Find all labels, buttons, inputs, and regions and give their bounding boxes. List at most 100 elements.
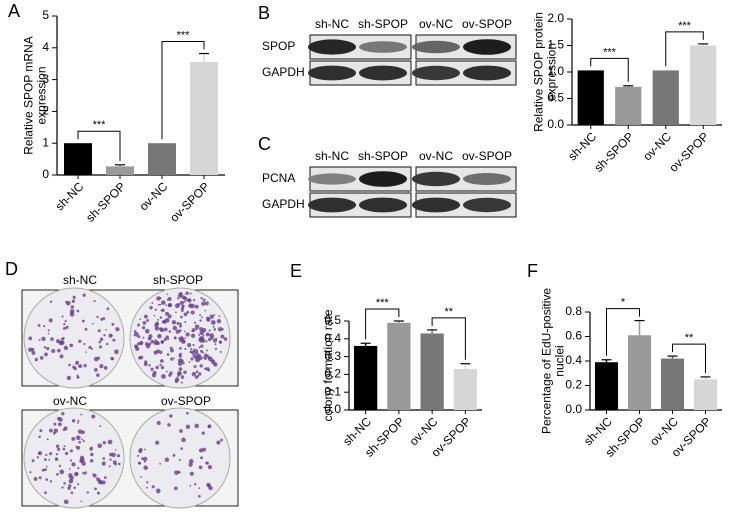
colony xyxy=(47,329,50,332)
blot-band xyxy=(412,197,460,213)
colony xyxy=(79,455,85,460)
y-axis-label: Relative SPOP protein xyxy=(532,12,546,132)
colony xyxy=(205,340,208,343)
colony xyxy=(157,318,159,321)
colony xyxy=(190,357,194,361)
colony xyxy=(184,320,187,323)
colony xyxy=(79,459,84,463)
colony xyxy=(175,329,180,334)
colony xyxy=(194,423,199,429)
colony xyxy=(191,350,196,355)
colony xyxy=(96,373,100,377)
colony xyxy=(101,461,106,466)
y-tick-label: 0.6 xyxy=(565,329,582,343)
colony xyxy=(188,459,194,464)
colony xyxy=(173,357,175,359)
colony xyxy=(143,460,146,463)
colony xyxy=(84,327,88,331)
y-axis-label: expression xyxy=(545,43,559,101)
colony xyxy=(97,329,101,333)
colony xyxy=(144,328,150,334)
colony xyxy=(183,312,188,317)
significance-bracket xyxy=(365,308,400,340)
colony xyxy=(159,316,163,319)
colony xyxy=(148,364,151,367)
colony xyxy=(212,338,218,343)
colony xyxy=(44,458,47,462)
colony xyxy=(163,337,167,342)
error-bar xyxy=(199,52,209,63)
y-tick-label: 0.5 xyxy=(324,313,341,327)
colony xyxy=(197,494,201,498)
colony xyxy=(194,304,199,309)
bar xyxy=(64,143,92,175)
colony xyxy=(81,438,84,441)
y-tick-label: 2.0 xyxy=(547,11,564,25)
colony xyxy=(139,318,142,321)
colony xyxy=(58,422,62,427)
colony xyxy=(177,470,181,474)
colony xyxy=(184,347,187,351)
colony xyxy=(159,327,165,333)
colony xyxy=(71,436,76,441)
colony xyxy=(202,351,205,354)
colony xyxy=(82,319,85,323)
colony xyxy=(204,301,209,306)
colony xyxy=(68,484,72,488)
colony xyxy=(144,448,146,451)
colony xyxy=(110,334,113,337)
colony xyxy=(99,337,104,341)
colony xyxy=(198,448,203,453)
lane-label: ov-NC xyxy=(419,17,453,31)
colony xyxy=(69,343,72,346)
colony xyxy=(58,464,62,468)
colony xyxy=(157,342,160,345)
colony xyxy=(201,447,207,452)
colony xyxy=(169,414,173,418)
colony xyxy=(174,379,179,383)
colony xyxy=(154,308,157,311)
y-axis-label: Percentage of EdU-positive xyxy=(540,288,554,434)
colony xyxy=(188,462,193,467)
colony xyxy=(165,370,168,373)
y-tick-label: 3 xyxy=(42,72,49,86)
colony xyxy=(213,362,218,367)
colony xyxy=(205,332,210,337)
significance-label: *** xyxy=(93,119,107,131)
colony xyxy=(38,339,41,342)
colony xyxy=(216,318,222,324)
colony xyxy=(69,459,73,462)
bar xyxy=(387,322,411,410)
colony xyxy=(156,326,159,329)
bar xyxy=(690,45,717,125)
colony xyxy=(181,337,185,342)
colony xyxy=(57,348,61,353)
colony xyxy=(36,456,40,459)
blot-band xyxy=(412,65,460,81)
significance-bracket xyxy=(672,343,706,373)
colony xyxy=(155,488,161,494)
colony xyxy=(153,314,156,317)
colony xyxy=(103,476,107,479)
blot-band xyxy=(412,40,460,54)
colony xyxy=(172,453,176,457)
colony xyxy=(167,303,172,308)
colony xyxy=(179,324,182,328)
colony xyxy=(142,456,148,462)
colony xyxy=(163,327,168,332)
lane-label: ov-NC xyxy=(419,149,453,163)
colony xyxy=(186,411,189,415)
error-bar xyxy=(623,85,634,87)
colony xyxy=(46,438,49,441)
colony xyxy=(75,360,80,365)
colony xyxy=(209,314,214,319)
colony xyxy=(85,351,87,353)
colony xyxy=(138,356,142,360)
colony xyxy=(144,314,148,319)
colony xyxy=(191,371,197,377)
significance-label: ** xyxy=(685,332,694,344)
blot-band xyxy=(359,197,407,213)
colony xyxy=(198,372,202,376)
colony xyxy=(179,322,182,326)
colony xyxy=(154,322,159,328)
